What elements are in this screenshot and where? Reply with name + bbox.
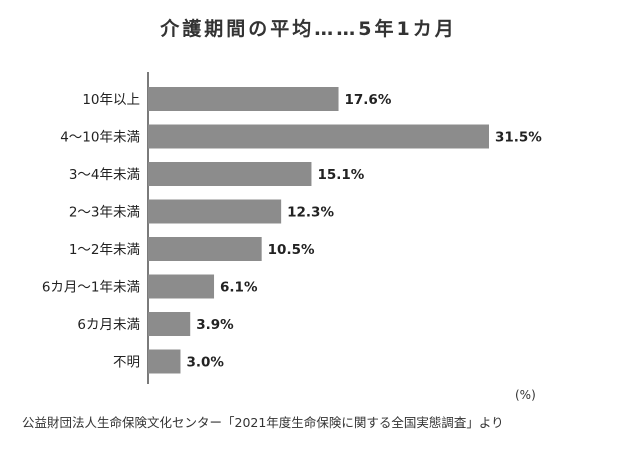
value-label: 3.0% [186,355,224,371]
bar [148,124,489,149]
value-label: 6.1% [220,280,258,296]
category-label: 不明 [113,355,140,371]
category-label: 3〜4年未満 [69,167,140,183]
category-label: 6カ月〜1年未満 [42,280,140,296]
value-label: 3.9% [196,317,234,333]
bar [148,237,262,261]
value-label: 10.5% [268,242,315,258]
value-label: 17.6% [345,92,392,108]
unit-label: (%) [515,388,536,402]
category-label: 6カ月未満 [77,317,140,333]
value-label: 15.1% [317,167,364,183]
value-label: 12.3% [287,205,334,221]
category-label: 10年以上 [82,92,140,108]
bar [148,162,312,186]
bar [148,312,191,336]
chart-title: 介護期間の平均……5年1カ月 [160,18,457,40]
category-label: 4〜10年未満 [60,130,140,146]
source-note: 公益財団法人生命保険文化センター「2021年度生命保険に関する全国実態調査」より [22,415,504,430]
bar [148,87,339,111]
bar [148,274,215,299]
bar [148,199,282,224]
category-label: 1〜2年未満 [69,242,140,258]
category-label: 2〜3年未満 [69,205,140,221]
value-label: 31.5% [495,130,542,146]
bar [148,349,181,374]
